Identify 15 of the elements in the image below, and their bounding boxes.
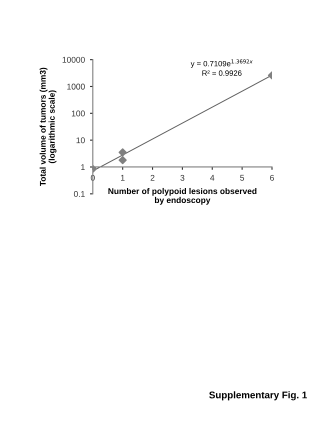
y-tick-label: 10000 (62, 56, 85, 63)
x-tick-label: 4 (210, 174, 214, 181)
y-tick-label: 100 (72, 110, 85, 116)
x-tick-label: 6 (270, 174, 274, 181)
x-tick-label: 2 (150, 174, 154, 181)
y-tick-label: 1 (81, 164, 85, 170)
x-tick-label: 5 (240, 174, 244, 181)
y-axis-title: Total volume of tumors (mm3) (logarithmic scale) (40, 68, 56, 186)
text: Supplementary Fig. 1 (209, 391, 307, 400)
y-tick-label: 0.1 (74, 191, 85, 197)
x-axis-title: Number of polypoid lesions observed by endoscopy (108, 188, 256, 205)
x-tick-label: 1 (120, 174, 125, 181)
x-tick-label: 3 (180, 174, 184, 181)
y-tick-label: 1000 (67, 84, 85, 90)
y-tick-label: 10 (76, 137, 85, 144)
